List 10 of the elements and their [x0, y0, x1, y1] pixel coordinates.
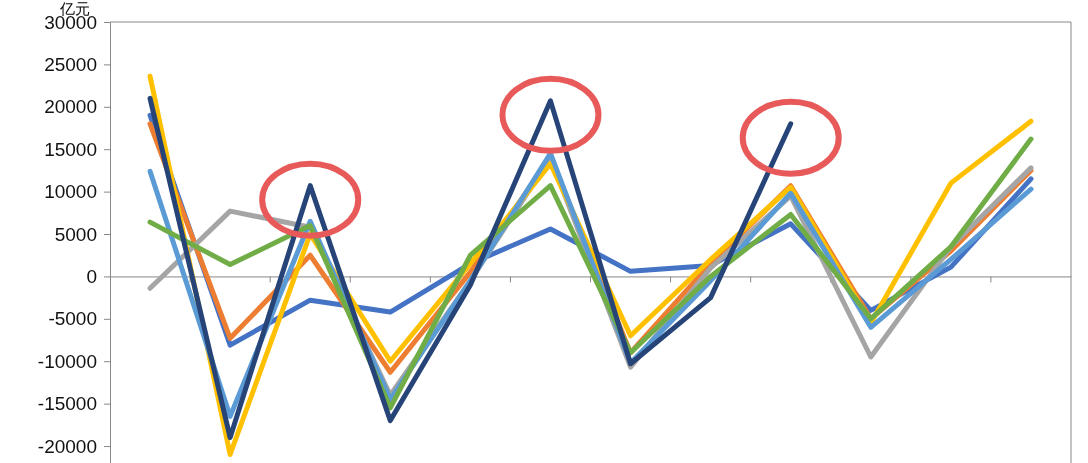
y-tick-label: -15000 [37, 393, 97, 415]
y-tick-label: 0 [86, 266, 97, 287]
y-tick-label: -5000 [48, 308, 97, 330]
y-tick-label: 20000 [44, 96, 97, 118]
y-tick-label: 25000 [44, 53, 97, 75]
y-tick-label: -10000 [37, 350, 97, 372]
y-tick-label: 10000 [44, 181, 97, 203]
y-tick-label: 5000 [54, 223, 97, 245]
y-tick-label: 15000 [44, 138, 97, 160]
y-tick-label: -20000 [37, 435, 97, 457]
